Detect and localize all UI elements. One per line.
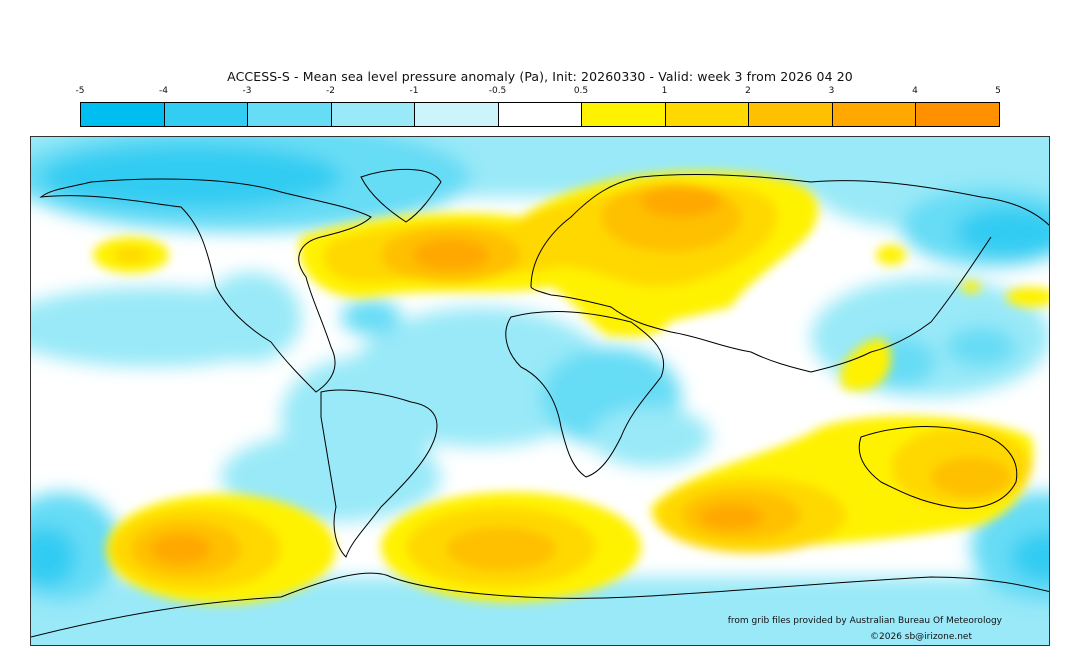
africa-coast: [505, 311, 665, 478]
legend-tick: 0.5: [573, 86, 589, 96]
legend-swatch: [81, 103, 165, 126]
legend-tick: 1: [661, 86, 668, 96]
legend-tick: -1: [409, 86, 419, 96]
legend-swatch: [248, 103, 332, 126]
north-america-coast: [39, 178, 372, 393]
positive-anomaly-field: [93, 171, 1049, 604]
legend-tick: 4: [912, 86, 918, 96]
australia-coast: [858, 426, 1018, 509]
legend-swatch: [582, 103, 666, 126]
legend-tick: -5: [75, 86, 85, 96]
legend-swatch: [749, 103, 833, 126]
legend-tick: -3: [242, 86, 252, 96]
legend-color-bar: [80, 102, 1000, 127]
eurasia-coast: [530, 174, 1049, 373]
legend-swatch: [331, 103, 416, 126]
coastlines: [31, 168, 1049, 638]
data-credit: from grib files provided by Australian B…: [727, 616, 1002, 626]
legend-tick: -2: [326, 86, 335, 96]
legend-tick: -4: [159, 86, 168, 96]
legend-swatch: [832, 103, 917, 126]
legend-swatch: [916, 103, 1000, 126]
legend-tick: 2: [745, 86, 751, 96]
antarctica-coast: [31, 572, 1049, 638]
copyright-notice: ©2026 sb@irizone.net: [870, 632, 972, 642]
legend-swatch: [415, 103, 499, 126]
south-america-coast: [320, 389, 438, 558]
legend-swatch: [164, 103, 249, 126]
legend-swatch: [498, 103, 583, 126]
greenland-coast: [360, 168, 442, 223]
map-canvas: [31, 137, 1049, 645]
legend-tick: 3: [828, 86, 835, 96]
legend-swatch: [665, 103, 750, 126]
map-title: ACCESS-S - Mean sea level pressure anoma…: [227, 69, 853, 84]
anomaly-map: [30, 136, 1050, 646]
color-legend: -5 -4 -3 -2 -1 -0.5 0.5 1 2 3 4 5: [76, 86, 1001, 128]
legend-tick: -0.5: [488, 86, 507, 96]
legend-tick: 5: [995, 86, 1001, 96]
